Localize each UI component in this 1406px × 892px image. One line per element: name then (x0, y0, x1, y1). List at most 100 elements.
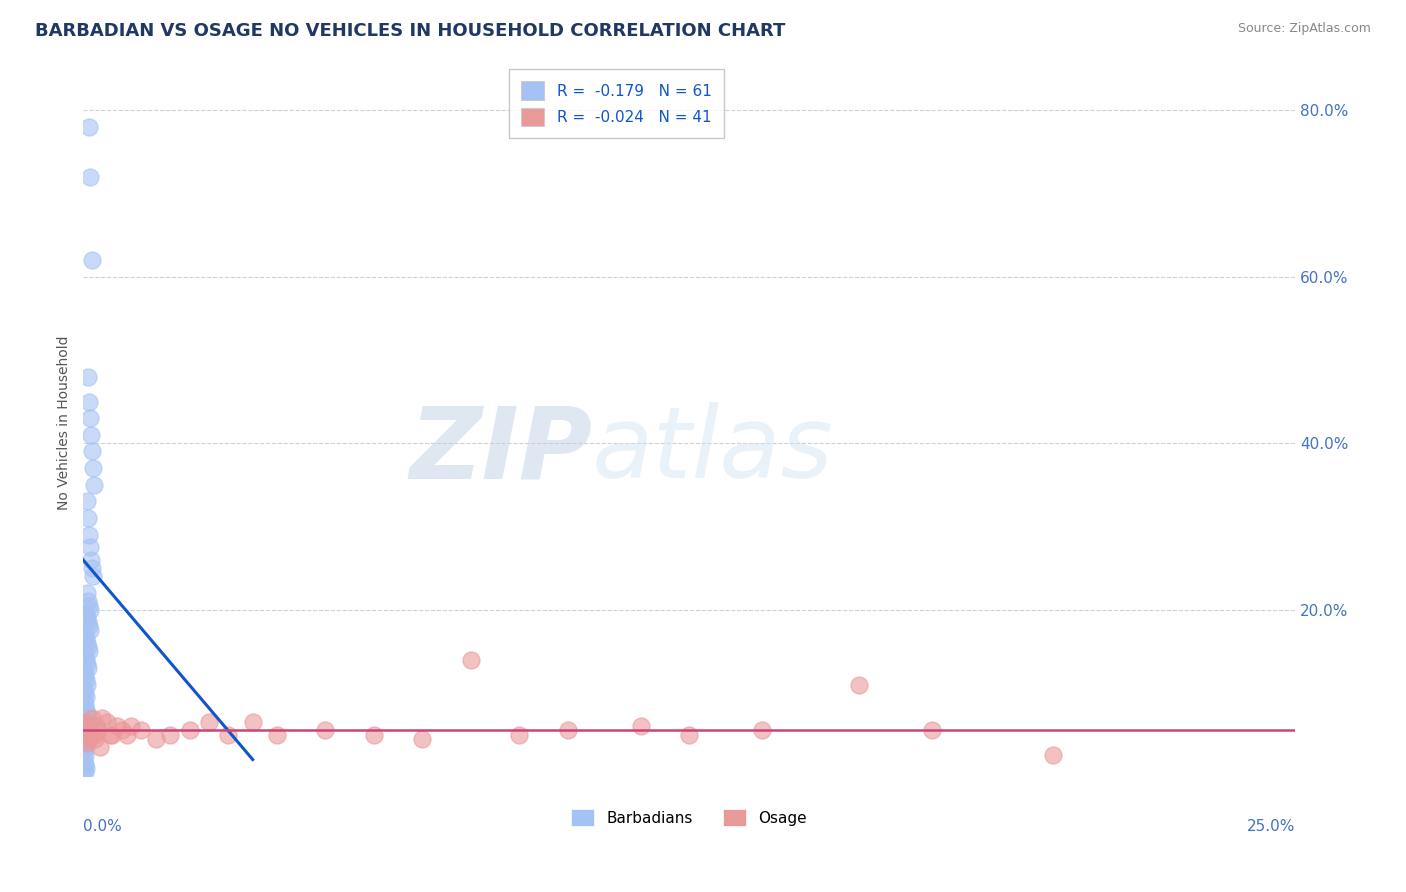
Point (460, 652, 482, 666)
Point (76, 727, 98, 741)
Point (76, 640, 98, 654)
Point (76, 611, 98, 625)
Point (75, 673, 97, 688)
Point (75, 652, 97, 666)
Point (84, 719, 107, 733)
Point (557, 723, 579, 738)
Point (76, 719, 98, 733)
Point (75, 723, 97, 738)
Text: Source: ZipAtlas.com: Source: ZipAtlas.com (1237, 22, 1371, 36)
Point (79, 602, 101, 616)
Point (76, 511, 98, 525)
Point (80, 561, 103, 575)
Point (76, 369, 98, 384)
Point (73, 694, 96, 708)
Point (121, 719, 143, 733)
Point (79, 169, 101, 184)
Point (80, 252, 103, 267)
Legend: R =  -0.179   N = 61, R =  -0.024   N = 41: R = -0.179 N = 61, R = -0.024 N = 41 (509, 69, 724, 138)
Point (73, 714, 96, 729)
Point (80, 552, 103, 566)
Point (75, 632, 97, 646)
Point (75, 690, 97, 704)
Point (751, 723, 773, 738)
Point (73, 648, 96, 663)
Point (96, 714, 118, 729)
Point (73, 731, 96, 746)
Point (82, 461, 104, 475)
Point (79, 540, 101, 554)
Point (91, 711, 114, 725)
Point (77, 599, 100, 613)
Point (73, 756, 96, 771)
Point (73, 686, 96, 700)
Point (76, 586, 98, 600)
Point (76, 736, 98, 750)
Point (73, 665, 96, 679)
Point (86, 723, 108, 738)
Point (508, 727, 530, 741)
Point (73, 698, 96, 713)
Point (73, 736, 96, 750)
Point (76, 657, 98, 671)
Point (79, 624, 101, 638)
Point (73, 719, 96, 733)
Point (77, 619, 100, 633)
Text: ZIP: ZIP (409, 402, 592, 500)
Point (73, 627, 96, 641)
Point (76, 706, 98, 721)
Point (76, 677, 98, 691)
Point (83, 727, 105, 741)
Point (314, 723, 336, 738)
Point (83, 477, 105, 491)
Point (129, 723, 152, 738)
Point (678, 727, 700, 741)
Point (75, 740, 97, 755)
Point (79, 411, 101, 425)
Point (73, 681, 96, 696)
Point (101, 727, 124, 741)
Point (76, 494, 98, 508)
Point (76, 711, 98, 725)
Point (77, 120, 100, 134)
Point (82, 569, 104, 583)
Point (76, 661, 98, 675)
Point (80, 444, 103, 458)
Point (115, 727, 138, 741)
Point (80, 711, 103, 725)
Point (77, 394, 100, 409)
Point (75, 761, 97, 775)
Point (76, 731, 98, 746)
Y-axis label: No Vehicles in Household: No Vehicles in Household (58, 335, 72, 509)
Point (1042, 748, 1064, 763)
Point (73, 669, 96, 683)
Text: BARBADIAN VS OSAGE NO VEHICLES IN HOUSEHOLD CORRELATION CHART: BARBADIAN VS OSAGE NO VEHICLES IN HOUSEH… (35, 22, 786, 40)
Point (921, 723, 943, 738)
Point (98, 727, 121, 741)
Text: atlas: atlas (592, 402, 834, 500)
Point (80, 427, 103, 442)
Point (77, 527, 100, 541)
Point (75, 607, 97, 621)
Point (83, 731, 105, 746)
Point (242, 714, 264, 729)
Point (73, 727, 96, 741)
Point (73, 748, 96, 763)
Point (218, 727, 240, 741)
Point (198, 714, 221, 729)
Point (179, 723, 201, 738)
Point (79, 723, 101, 738)
Point (76, 636, 98, 650)
Point (848, 677, 870, 691)
Text: 0.0%: 0.0% (83, 819, 122, 834)
Point (630, 719, 652, 733)
Point (75, 702, 97, 716)
Text: 25.0%: 25.0% (1247, 819, 1295, 834)
Point (76, 615, 98, 629)
Point (111, 723, 134, 738)
Point (73, 763, 96, 777)
Point (159, 727, 181, 741)
Point (145, 731, 167, 746)
Point (73, 744, 96, 758)
Point (363, 727, 385, 741)
